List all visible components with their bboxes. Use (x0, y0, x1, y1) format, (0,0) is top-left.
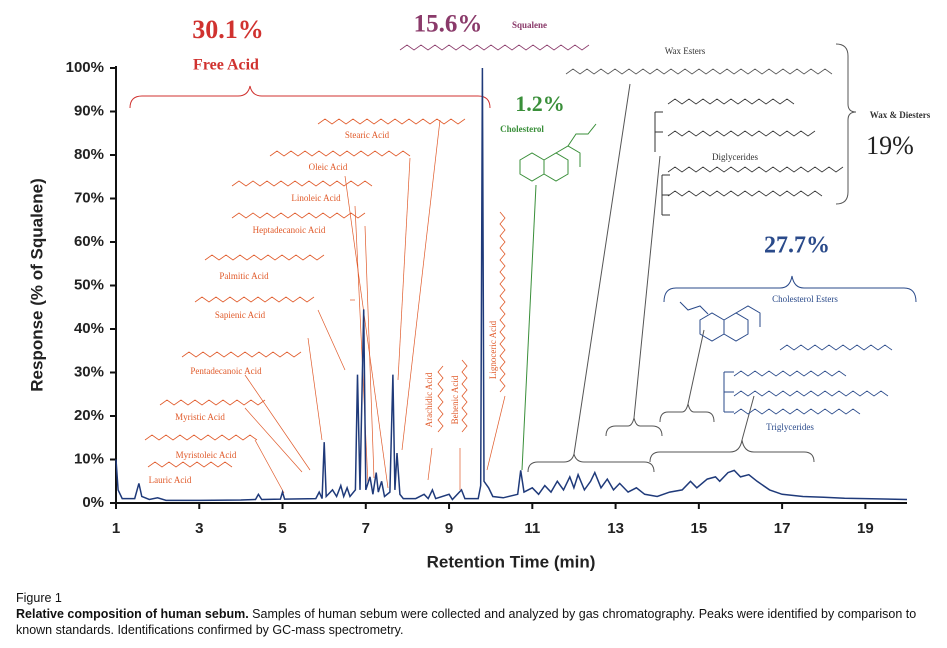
x-tick-label: 17 (774, 520, 791, 537)
chain (437, 365, 444, 433)
x-tick-label: 5 (278, 520, 286, 537)
annotation: Myristoleic Acid (176, 450, 237, 460)
annotation: Myristic Acid (175, 412, 225, 422)
annotation: 30.1% (192, 15, 264, 44)
chain (667, 98, 795, 105)
annotation: 15.6% (414, 11, 483, 38)
leader-line (307, 337, 323, 441)
y-tick-label: 0% (82, 494, 104, 511)
chain (779, 344, 893, 351)
annotation: Diglycerides (712, 152, 758, 162)
chain (147, 461, 233, 468)
leader-line (397, 157, 411, 381)
annotation: Heptadecanoic Acid (253, 225, 326, 235)
chain (159, 399, 266, 406)
chain (667, 166, 844, 173)
y-tick-label: 50% (74, 276, 104, 293)
x-tick-label: 11 (524, 520, 540, 537)
annotation: Cholesterol (500, 124, 544, 134)
y-tick-label: 90% (74, 102, 104, 119)
leader-line (244, 374, 311, 471)
annotation: Behenic Acid (450, 375, 460, 424)
annotation: Wax & Diesters (870, 110, 931, 120)
decoration (129, 43, 917, 473)
leader-line (244, 407, 303, 473)
annotation: Pentadecanoic Acid (190, 366, 262, 376)
x-tick-label: 7 (362, 520, 370, 537)
leader-line (401, 119, 441, 451)
annotation: Oleic Acid (309, 162, 348, 172)
annotation: 27.7% (764, 233, 830, 259)
x-tick-label: 1 (112, 520, 120, 537)
leader-line (254, 439, 285, 494)
figure-label: Figure 1 (16, 591, 62, 605)
x-tick-label: 15 (690, 520, 707, 537)
chain (733, 390, 889, 397)
x-tick-label: 19 (857, 520, 874, 537)
annotation: 1.2% (515, 91, 565, 116)
chain (204, 254, 325, 261)
chain (565, 68, 833, 75)
leader-line (344, 175, 389, 489)
y-tick-label: 40% (74, 320, 104, 337)
y-tick-label: 30% (74, 363, 104, 380)
annotation: Stearic Acid (345, 130, 390, 140)
annotation: 19% (866, 131, 914, 160)
y-tick-label: 70% (74, 189, 104, 206)
chain (733, 370, 847, 377)
chain (144, 434, 258, 441)
y-tick-label: 100% (66, 59, 104, 76)
chain (269, 150, 411, 157)
y-tick-label: 10% (74, 450, 104, 467)
chromatogram-line (115, 67, 908, 502)
chain (231, 180, 373, 187)
annotations: 30.1% Free Acid 15.6% Squalene 1.2% Cholester… (149, 11, 931, 485)
annotation: Wax Esters (665, 46, 706, 56)
annotation: Squalene (512, 20, 547, 30)
annotation: Free Acid (193, 57, 259, 74)
leader-line (317, 309, 346, 371)
leader-line (486, 395, 506, 471)
y-tick-label: 20% (74, 407, 104, 424)
y-tick-label: 80% (74, 146, 104, 163)
chain (181, 351, 302, 358)
annotation: Palmitic Acid (219, 271, 269, 281)
annotation: Triglycerides (766, 422, 814, 432)
chain (399, 44, 590, 51)
chain (231, 212, 366, 219)
caption-body: Relative composition of human sebum. Sam… (16, 606, 941, 638)
chain (667, 130, 816, 137)
structures (144, 44, 893, 494)
chain (499, 211, 506, 393)
annotation: Lignoceric Acid (488, 320, 498, 379)
chain (317, 118, 466, 125)
caption: Figure 1 Relative composition of human s… (16, 590, 941, 638)
x-tick-label: 13 (607, 520, 624, 537)
x-tick-label: 9 (445, 520, 453, 537)
chain (194, 296, 315, 303)
annotation: Cholesterol Esters (772, 294, 838, 304)
annotation: Lauric Acid (149, 475, 192, 485)
annotation: Arachidic Acid (424, 372, 434, 427)
y-tick-label: 60% (74, 233, 104, 250)
x-tick-label: 3 (195, 520, 203, 537)
chain (667, 190, 823, 197)
chain (461, 359, 468, 433)
chart: 30.1% Free Acid 15.6% Squalene 1.2% Cholester… (27, 11, 931, 572)
annotation: Sapienic Acid (215, 310, 266, 320)
chain (733, 408, 861, 415)
y-axis-label: Response (% of Squalene) (27, 178, 46, 391)
x-axis-label: Retention Time (min) (427, 552, 596, 571)
annotation: Linoleic Acid (291, 193, 341, 203)
leader-line (427, 447, 433, 481)
caption-title: Relative composition of human sebum. (16, 607, 249, 621)
caption-text: Samples of human sebum were collected an… (16, 607, 917, 637)
